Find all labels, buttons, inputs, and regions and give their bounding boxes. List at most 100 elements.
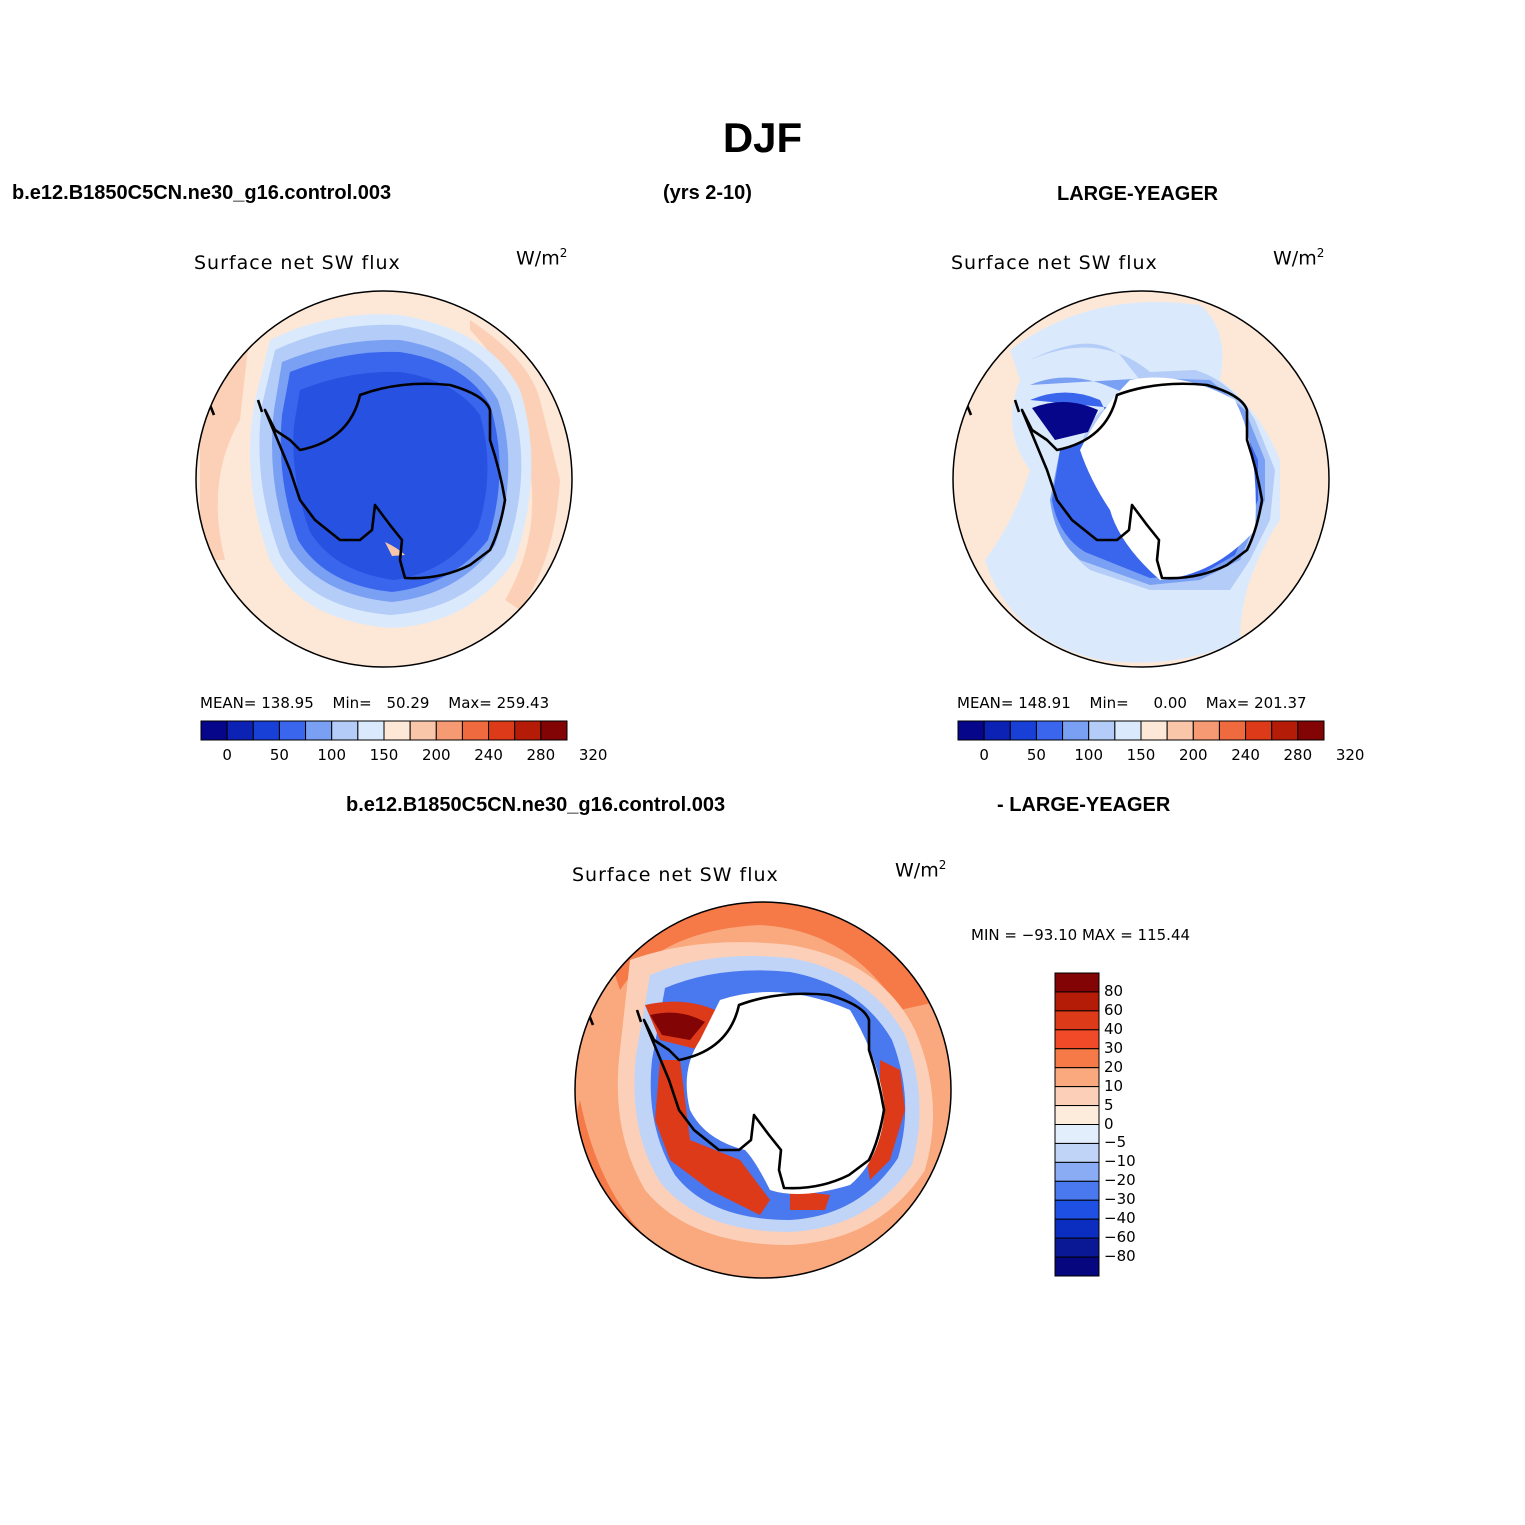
panel1-colorbar-swatch: [200, 720, 228, 741]
panel1-colorbar-swatch: [305, 720, 333, 741]
diff-colorbar-tick-label: 20: [1104, 1057, 1124, 1076]
diff-colorbar-swatch: [1054, 1199, 1100, 1220]
panel1-colorbar-tick-label: 100: [317, 746, 347, 764]
panel2-colorbar-swatch: [1088, 720, 1116, 741]
case-name-right: LARGE-YEAGER: [1057, 183, 1219, 205]
diff-colorbar-tick-label: 30: [1104, 1038, 1124, 1057]
panel2-stats: MEAN= 148.91 Min= 0.00 Max= 201.37: [957, 694, 1307, 712]
diff-colorbar-tick-label: −20: [1104, 1171, 1136, 1190]
diff-colorbar-swatch: [1054, 972, 1100, 993]
panel1-mean-value: 138.95: [261, 694, 314, 712]
panel2-colorbar-swatch: [1192, 720, 1220, 741]
diff-colorbar-swatch: [1054, 1237, 1100, 1258]
panel2-colorbar-swatch: [1062, 720, 1090, 741]
panel1-colorbar-swatch: [383, 720, 411, 741]
page-title: DJF: [722, 114, 803, 161]
panel1-colorbar-tick-label: 150: [369, 746, 399, 764]
diff-colorbar-tick-label: −5: [1104, 1133, 1127, 1152]
panel2-colorbar-swatch: [983, 720, 1011, 741]
panel2-colorbar: [957, 720, 1325, 741]
panel1-colorbar-swatch: [488, 720, 516, 741]
panel2-colorbar-tick-label: 50: [1026, 746, 1046, 764]
panel1-colorbar-swatch: [226, 720, 254, 741]
diff-colorbar: [1054, 972, 1100, 1277]
panel1-colorbar-swatch: [514, 720, 542, 741]
panel1-colorbar-tick-label: 0: [222, 746, 232, 764]
diff-colorbar-tick-label: −10: [1104, 1152, 1136, 1171]
panel1-colorbar-tick-label: 320: [578, 746, 608, 764]
panel1-colorbar-swatch: [252, 720, 280, 741]
diff-colorbar-swatch: [1054, 1180, 1100, 1201]
diff-colorbar-tick-label: 0: [1104, 1114, 1114, 1133]
panel1-polar-map: [196, 291, 572, 667]
panel2-colorbar-tick-label: 240: [1231, 746, 1260, 764]
panel2-min-value: 0.00: [1153, 694, 1187, 712]
panel1-colorbar-swatch: [357, 720, 385, 741]
diff-colorbar-tick-label: 40: [1104, 1019, 1124, 1038]
diff-colorbar-swatch: [1054, 1161, 1100, 1182]
panel2-colorbar-swatch: [1245, 720, 1273, 741]
panel2-units-label: W/m2: [1273, 246, 1325, 270]
panel1-variable-label: Surface net SW flux: [194, 252, 401, 274]
diff-case-left: b.e12.B1850C5CN.ne30_g16.control.003: [346, 794, 726, 816]
panel2-mean-value: 148.91: [1018, 694, 1071, 712]
panel1-colorbar-swatch: [278, 720, 307, 741]
panel1-colorbar-swatch: [331, 720, 359, 741]
panel2-colorbar-swatch: [1271, 720, 1299, 741]
diff-variable-label: Surface net SW flux: [572, 864, 779, 886]
diff-colorbar-swatch: [1054, 1218, 1100, 1239]
panel1-colorbar-tick-label: 200: [421, 746, 451, 764]
panel1-colorbar-swatch: [409, 720, 437, 741]
case-name-left: b.e12.B1850C5CN.ne30_g16.control.003: [12, 182, 392, 204]
panel2-max-value: 201.37: [1254, 694, 1307, 712]
diff-case-right: - LARGE-YEAGER: [997, 794, 1171, 816]
years-label: (yrs 2-10): [663, 182, 752, 204]
panel1-colorbar-swatch: [461, 720, 490, 741]
diff-colorbar-tick-label: 80: [1104, 981, 1124, 1000]
diff-colorbar-tick-label: −80: [1104, 1247, 1136, 1266]
diff-colorbar-swatch: [1054, 991, 1100, 1012]
panel2-colorbar-swatch: [1035, 720, 1064, 741]
diff-colorbar-tick-label: −30: [1104, 1190, 1136, 1209]
panel2-colorbar-swatch: [1009, 720, 1037, 741]
panel2-colorbar-tick-label: 150: [1126, 746, 1156, 764]
panel2-colorbar-tick-label: 200: [1178, 746, 1208, 764]
diff-colorbar-swatch: [1054, 1048, 1100, 1069]
diff-units-label: W/m2: [895, 858, 947, 882]
panel1-colorbar: [200, 720, 568, 741]
diff-colorbar-swatch: [1054, 1105, 1100, 1125]
diff-colorbar-swatch: [1054, 1256, 1100, 1277]
panel1-colorbar-tick-label: 280: [526, 746, 556, 764]
diff-colorbar-tick-label: 5: [1104, 1095, 1114, 1114]
diff-colorbar-swatch: [1054, 1010, 1100, 1031]
diff-colorbar-tick-label: 60: [1104, 1000, 1124, 1019]
panel1-min-value: 50.29: [386, 694, 430, 712]
diff-colorbar-swatch: [1054, 1029, 1100, 1050]
panel1-colorbar-tick-label: 50: [269, 746, 289, 764]
panel2-colorbar-swatch: [1140, 720, 1168, 741]
diff-colorbar-swatch: [1054, 1142, 1100, 1163]
panel2-variable-label: Surface net SW flux: [951, 252, 1158, 274]
diff-colorbar-tick-label: −60: [1104, 1228, 1136, 1247]
panel2-colorbar-swatch: [1218, 720, 1247, 741]
diff-minmax-label: MIN = −93.10 MAX = 115.44: [971, 926, 1191, 944]
panel2-colorbar-swatch: [1166, 720, 1194, 741]
panel2-colorbar-swatch: [957, 720, 985, 741]
diff-colorbar-swatch: [1054, 1124, 1100, 1144]
panel1-colorbar-swatch: [435, 720, 463, 741]
panel1-units-label: W/m2: [516, 246, 568, 270]
panel2-colorbar-swatch: [1114, 720, 1142, 741]
panel1-colorbar-swatch: [540, 720, 568, 741]
panel1-stats: MEAN= 138.95 Min= 50.29 Max= 259.43: [200, 694, 550, 712]
diff-colorbar-swatch: [1054, 1086, 1100, 1107]
panel1-max-value: 259.43: [496, 694, 550, 712]
diff-colorbar-swatch: [1054, 1067, 1100, 1088]
panel2-colorbar-tick-label: 280: [1283, 746, 1313, 764]
diff-colorbar-tick-label: −40: [1104, 1209, 1136, 1228]
panel2-colorbar-tick-label: 320: [1335, 746, 1365, 764]
panel1-colorbar-tick-label: 240: [474, 746, 503, 764]
panel2-colorbar-tick-label: 0: [979, 746, 989, 764]
panel2-colorbar-swatch: [1297, 720, 1325, 741]
panel2-polar-map: [953, 291, 1329, 667]
